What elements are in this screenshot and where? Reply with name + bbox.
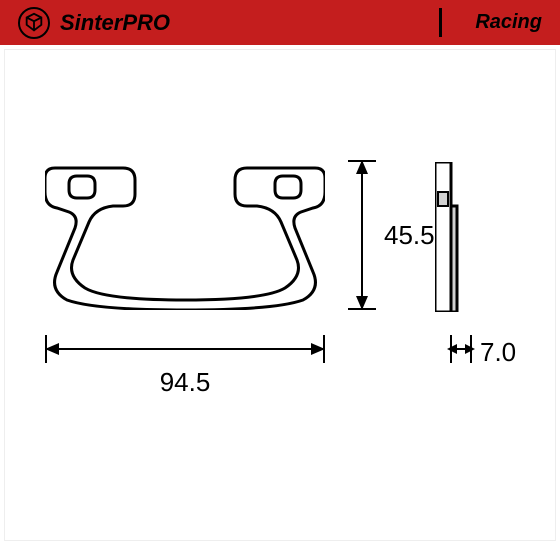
dimension-thickness: 7.0 bbox=[450, 335, 540, 395]
dim-line bbox=[361, 160, 363, 310]
brand-prefix: Sinter bbox=[60, 10, 122, 35]
dimension-height: 45.5 bbox=[348, 160, 418, 310]
header-divider bbox=[439, 8, 442, 37]
friction-material bbox=[451, 206, 457, 312]
arrow-left-icon bbox=[45, 343, 59, 355]
dim-width-value: 94.5 bbox=[45, 367, 325, 398]
mounting-hole-left bbox=[69, 176, 95, 198]
arrow-right-icon bbox=[311, 343, 325, 355]
mounting-hole-right bbox=[275, 176, 301, 198]
arrow-left-icon bbox=[447, 344, 457, 354]
brand-logo-icon bbox=[18, 7, 50, 39]
backing-plate bbox=[435, 162, 451, 312]
dim-line bbox=[45, 348, 325, 350]
brand-name: SinterPRO bbox=[60, 10, 170, 36]
diagram-canvas: 45.5 94.5 7.0 bbox=[0, 45, 560, 545]
category-label: Racing bbox=[475, 11, 542, 34]
dim-thickness-value: 7.0 bbox=[480, 337, 516, 368]
dim-height-value: 45.5 bbox=[384, 220, 435, 251]
tab-cutout bbox=[438, 192, 448, 206]
arrow-down-icon bbox=[356, 296, 368, 310]
header-bar: SinterPRO Racing bbox=[0, 0, 560, 45]
brake-pad-front-view bbox=[45, 160, 325, 310]
arrow-up-icon bbox=[356, 160, 368, 174]
brake-pad-side-view bbox=[435, 162, 475, 312]
arrow-right-icon bbox=[465, 344, 475, 354]
dimension-width: 94.5 bbox=[45, 335, 325, 395]
brand-suffix: PRO bbox=[122, 10, 170, 35]
